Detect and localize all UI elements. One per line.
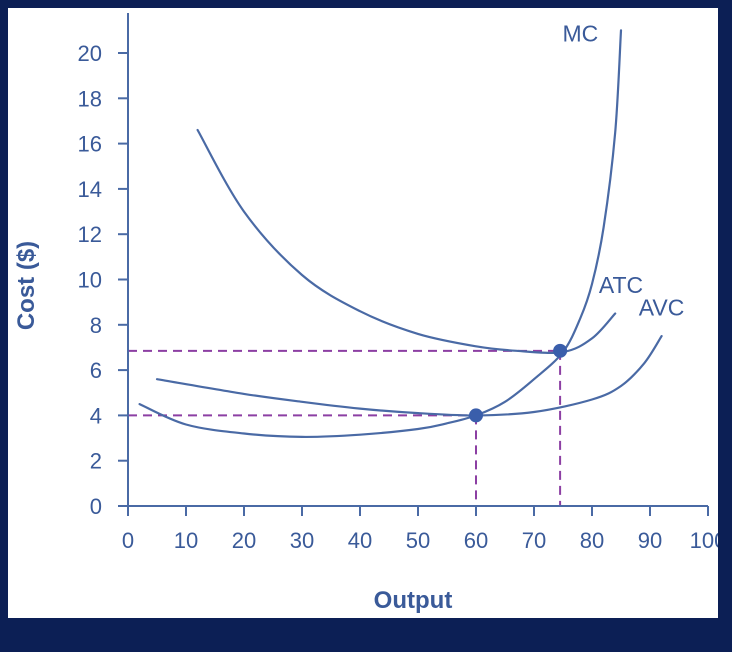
y-tick-label: 14 — [78, 177, 102, 202]
y-tick-label: 6 — [90, 358, 102, 383]
curve-label-avc: AVC — [639, 295, 685, 321]
curve-label-mc: MC — [563, 21, 599, 47]
intersection-points — [469, 343, 568, 423]
curve-avc — [155, 335, 663, 417]
y-tick-label: 20 — [78, 41, 102, 66]
x-tick-label: 100 — [690, 528, 718, 553]
axes — [127, 13, 708, 507]
x-tick-label: 0 — [122, 528, 134, 553]
x-tick-label: 40 — [348, 528, 372, 553]
curve-mc — [138, 29, 623, 439]
y-tick-label: 12 — [78, 222, 102, 247]
x-tick-label: 30 — [290, 528, 314, 553]
curve-atc — [196, 128, 617, 354]
y-tick-label: 10 — [78, 268, 102, 293]
y-tick-label: 18 — [78, 86, 102, 111]
x-tick-label: 20 — [232, 528, 256, 553]
y-tick-label: 4 — [90, 403, 102, 428]
y-axis-ticks: 0 2 4 6 8 10 12 14 16 18 20 — [78, 41, 128, 519]
intersection-point — [469, 408, 483, 423]
reference-lines — [128, 349, 562, 506]
y-tick-label: 16 — [78, 132, 102, 157]
cost-curves — [138, 29, 663, 439]
x-axis-ticks: 0 10 20 30 40 50 60 70 80 90 100 — [122, 506, 726, 553]
x-tick-label: 50 — [406, 528, 430, 553]
y-tick-label: 8 — [90, 313, 102, 338]
y-axis-title: Cost ($) — [13, 241, 40, 330]
y-tick-label: 0 — [90, 494, 102, 519]
cost-chart: 0 10 20 30 40 50 60 70 80 90 100 0 2 4 6 8 10 12 14 16 18 20… — [13, 13, 726, 614]
x-tick-label: 90 — [638, 528, 662, 553]
x-tick-label: 10 — [174, 528, 198, 553]
y-tick-label: 2 — [90, 449, 102, 474]
curve-label-atc: ATC — [599, 272, 643, 298]
x-tick-label: 80 — [580, 528, 604, 553]
x-tick-label: 60 — [464, 528, 488, 553]
intersection-point — [553, 343, 568, 358]
x-axis-title: Output — [374, 587, 453, 614]
chart-panel: 0 10 20 30 40 50 60 70 80 90 100 0 2 4 6 8 10 12 14 16 18 20… — [8, 8, 726, 618]
x-tick-label: 70 — [522, 528, 546, 553]
